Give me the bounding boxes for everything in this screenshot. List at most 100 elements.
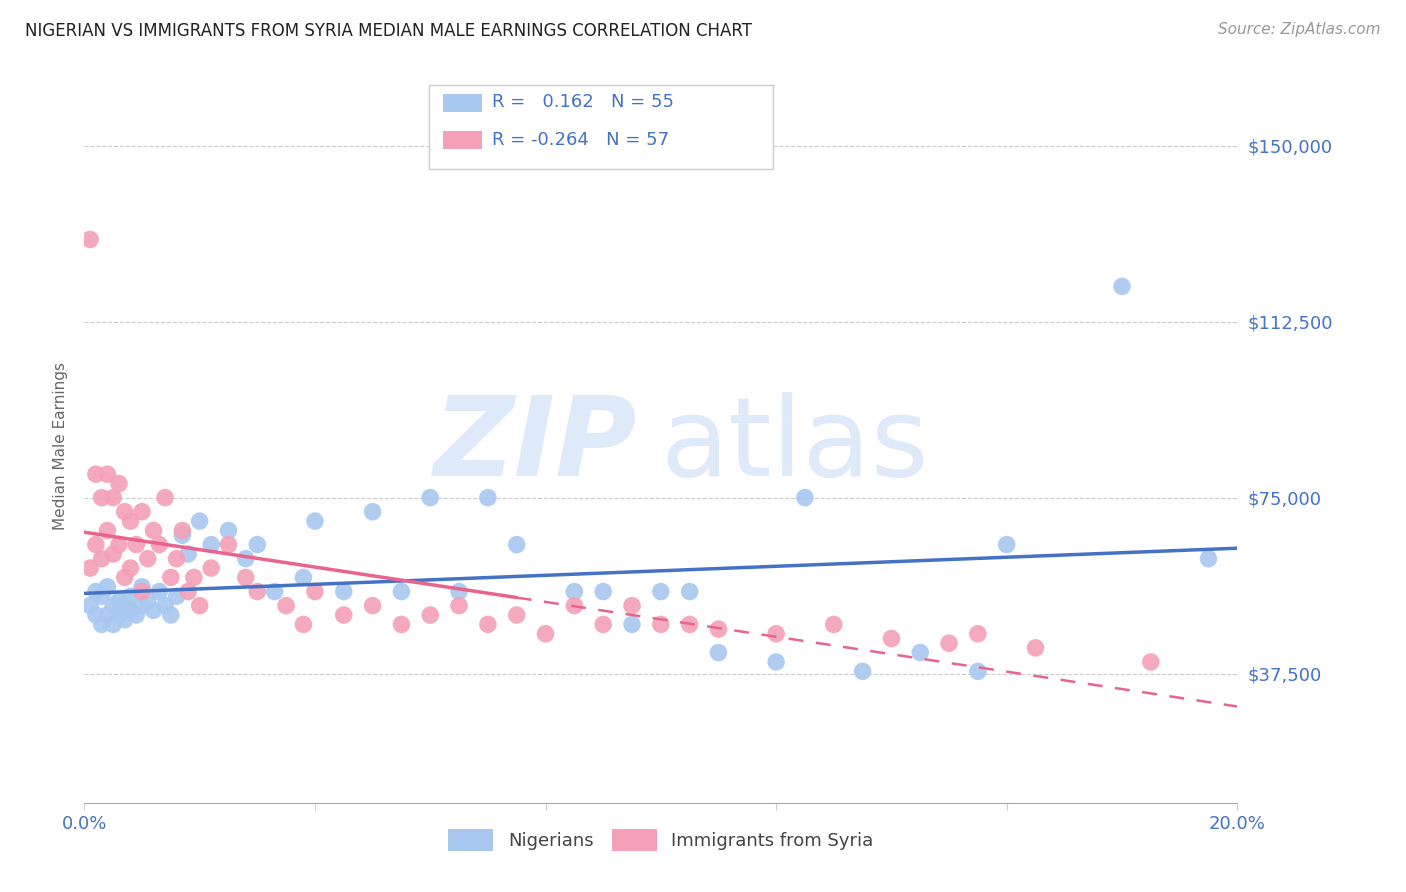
Legend: Nigerians, Immigrants from Syria: Nigerians, Immigrants from Syria	[441, 822, 880, 858]
Point	[142, 524, 165, 538]
Point	[564, 599, 586, 613]
Point	[218, 524, 240, 538]
Point	[84, 584, 107, 599]
Point	[679, 617, 702, 632]
Point	[96, 607, 118, 622]
Point	[103, 491, 124, 505]
Point	[108, 607, 131, 622]
Point	[621, 617, 644, 632]
Point	[136, 594, 159, 608]
Point	[131, 505, 153, 519]
Point	[333, 584, 356, 599]
Point	[148, 584, 170, 599]
Point	[391, 584, 413, 599]
Point	[114, 505, 136, 519]
Point	[304, 584, 326, 599]
Point	[166, 551, 188, 566]
Point	[79, 561, 101, 575]
Point	[419, 491, 441, 505]
Text: atlas: atlas	[661, 392, 929, 500]
Point	[131, 584, 153, 599]
Y-axis label: Median Male Earnings: Median Male Earnings	[52, 362, 67, 530]
Point	[304, 514, 326, 528]
Point	[707, 646, 730, 660]
Point	[79, 232, 101, 246]
Point	[96, 524, 118, 538]
Point	[765, 627, 787, 641]
Point	[292, 617, 315, 632]
Point	[84, 607, 107, 622]
Point	[90, 589, 112, 603]
Text: R = -0.264   N = 57: R = -0.264 N = 57	[492, 131, 669, 149]
Point	[142, 603, 165, 617]
Point	[967, 665, 990, 679]
Point	[84, 538, 107, 552]
Point	[188, 514, 211, 528]
Point	[995, 538, 1018, 552]
Point	[96, 580, 118, 594]
Point	[333, 607, 356, 622]
Point	[153, 491, 176, 505]
Point	[592, 617, 614, 632]
Point	[153, 599, 176, 613]
Point	[177, 584, 200, 599]
Point	[200, 538, 222, 552]
Point	[235, 570, 257, 584]
Point	[90, 617, 112, 632]
Point	[218, 538, 240, 552]
Point	[166, 589, 188, 603]
Point	[108, 594, 131, 608]
Point	[120, 561, 142, 575]
Point	[246, 584, 269, 599]
Point	[90, 491, 112, 505]
Point	[449, 584, 471, 599]
Point	[160, 570, 183, 584]
Point	[148, 538, 170, 552]
Point	[823, 617, 845, 632]
Point	[967, 627, 990, 641]
Point	[90, 551, 112, 566]
Point	[246, 538, 269, 552]
Point	[650, 617, 672, 632]
Point	[96, 467, 118, 482]
Point	[200, 561, 222, 575]
Text: NIGERIAN VS IMMIGRANTS FROM SYRIA MEDIAN MALE EARNINGS CORRELATION CHART: NIGERIAN VS IMMIGRANTS FROM SYRIA MEDIAN…	[25, 22, 752, 40]
Point	[177, 547, 200, 561]
Point	[114, 570, 136, 584]
Point	[125, 538, 148, 552]
Point	[103, 547, 124, 561]
Point	[183, 570, 205, 584]
Point	[592, 584, 614, 599]
Point	[108, 476, 131, 491]
Point	[160, 607, 183, 622]
Point	[361, 505, 384, 519]
Point	[707, 622, 730, 636]
Text: Source: ZipAtlas.com: Source: ZipAtlas.com	[1218, 22, 1381, 37]
Point	[1111, 279, 1133, 293]
Text: R =   0.162   N = 55: R = 0.162 N = 55	[492, 93, 673, 111]
Point	[276, 599, 298, 613]
Point	[131, 580, 153, 594]
Point	[852, 665, 875, 679]
Point	[263, 584, 285, 599]
Point	[621, 599, 644, 613]
Point	[506, 538, 529, 552]
Text: ZIP: ZIP	[434, 392, 638, 500]
Point	[1025, 640, 1047, 655]
Point	[564, 584, 586, 599]
Point	[120, 514, 142, 528]
Point	[235, 551, 257, 566]
Point	[120, 603, 142, 617]
Point	[114, 599, 136, 613]
Point	[1140, 655, 1163, 669]
Point	[938, 636, 960, 650]
Point	[419, 607, 441, 622]
Point	[84, 467, 107, 482]
Point	[449, 599, 471, 613]
Point	[125, 607, 148, 622]
Point	[136, 551, 159, 566]
Point	[292, 570, 315, 584]
Point	[650, 584, 672, 599]
Point	[131, 599, 153, 613]
Point	[391, 617, 413, 632]
